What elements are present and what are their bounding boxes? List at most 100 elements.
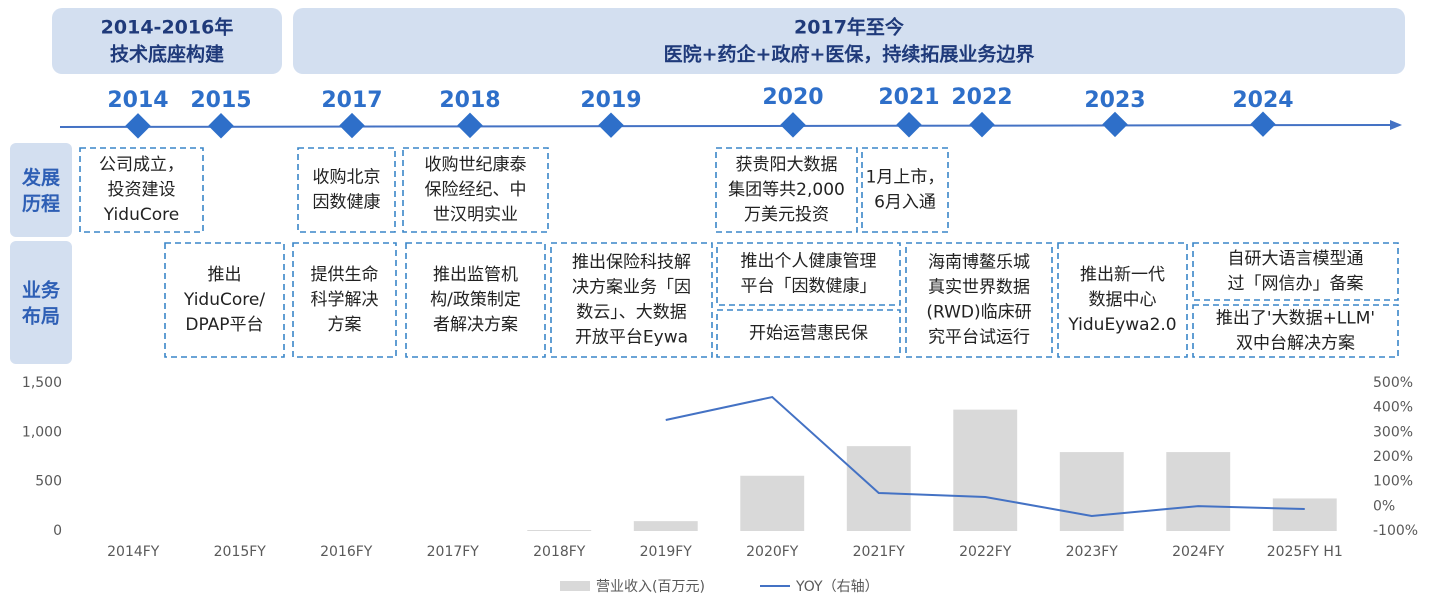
event-text: 提供生命 [311, 265, 379, 285]
y-tick-label: 0 [53, 523, 62, 539]
event-text: 获贵阳大数据 [736, 155, 838, 175]
bar [527, 530, 592, 531]
y2-tick-label: 0% [1373, 498, 1395, 514]
event-text: 推出监管机 [433, 265, 518, 285]
event-text: 科学解决 [311, 290, 379, 310]
row-label: 业务布局 [22, 278, 61, 327]
event-text: YiduCore [103, 205, 179, 225]
event-text: 投资建设 [108, 180, 176, 200]
event-box [297, 147, 396, 233]
year-label: 2024 [1232, 88, 1293, 113]
event-text: 究平台试运行 [928, 328, 1030, 348]
event-text: 真实世界数据 [928, 278, 1030, 298]
year-label: 2023 [1084, 88, 1145, 113]
legend-swatch [560, 581, 590, 591]
event-text: (RWD)临床研 [926, 303, 1031, 323]
event-text: 1月上市， [866, 168, 945, 188]
event-text: 开始运营惠民保 [749, 324, 868, 344]
event-text: 开放平台Eywa [575, 328, 688, 348]
year-diamond [1250, 111, 1276, 137]
timeline [59, 124, 1393, 128]
phase-box [293, 8, 1405, 74]
event-text: 世汉明实业 [433, 205, 518, 225]
year-diamond [208, 113, 234, 139]
bar [1272, 498, 1337, 531]
y2-tick-label: 100% [1373, 474, 1413, 490]
row-label: 发展历程 [21, 166, 60, 215]
event-text: 推出 [208, 265, 242, 285]
event-text: 6月入通 [874, 193, 936, 213]
event-text: 因数健康 [313, 193, 381, 213]
event-text: YiduEywa2.0 [1067, 315, 1176, 335]
event-box [405, 242, 546, 358]
x-tick-label: 2022FY [959, 544, 1012, 560]
event-text: 收购世纪康泰 [425, 155, 527, 175]
x-tick-label: 2016FY [320, 544, 373, 560]
legend-label: YOY（右轴） [795, 579, 879, 595]
event-text: 万美元投资 [744, 205, 829, 225]
event-text: 推出保险科技解 [572, 253, 691, 273]
event-text: 海南博鳌乐城 [928, 253, 1030, 273]
year-diamond [780, 112, 806, 138]
phase-box [52, 8, 282, 74]
event-box [716, 309, 901, 358]
year-label: 2014 [107, 88, 168, 113]
event-text: 数云」、大数据 [576, 303, 687, 323]
event-text: 方案 [328, 315, 362, 335]
year-diamond [969, 111, 995, 138]
year-label: 2017 [321, 88, 382, 113]
x-tick-label: 2025FY H1 [1267, 544, 1343, 560]
phase-title: 2017年至今 [794, 16, 904, 39]
y2-tick-label: 500% [1373, 375, 1413, 391]
event-text: 过「网信办」备案 [1228, 274, 1364, 294]
event-text: 自研大语言模型通 [1228, 249, 1364, 269]
year-label: 2019 [580, 88, 641, 113]
phase-title: 2014-2016年 [101, 16, 234, 39]
event-text: YiduCore/ [183, 290, 265, 310]
bar [1059, 452, 1124, 531]
event-box [79, 147, 204, 233]
event-text: 集团等共2,000 [728, 180, 845, 200]
year-diamond [125, 113, 151, 139]
year-label: 2022 [951, 85, 1012, 110]
x-tick-label: 2018FY [533, 544, 586, 560]
event-text: 推出新一代 [1080, 265, 1165, 285]
event-text: 构/政策制定 [430, 290, 521, 310]
y2-tick-label: 200% [1373, 449, 1413, 465]
bar [1166, 452, 1231, 531]
event-box [292, 242, 397, 358]
bar [633, 521, 698, 531]
event-box [861, 147, 949, 233]
event-text: 推出个人健康管理 [741, 252, 877, 272]
line [665, 395, 1305, 517]
legend-label: 营业收入(百万元) [596, 579, 705, 595]
event-box [905, 242, 1053, 358]
year-label: 2018 [439, 88, 500, 113]
phase-subtitle: 技术底座构建 [110, 43, 224, 66]
event-text: 决方案业务「因 [572, 278, 691, 298]
year-diamond [896, 111, 922, 138]
y-tick-label: 500 [35, 474, 62, 490]
year-diamond [1102, 111, 1128, 138]
x-tick-label: 2015FY [214, 544, 267, 560]
event-text: 平台「因数健康」 [741, 277, 877, 297]
y2-tick-label: 300% [1373, 424, 1413, 440]
row-label-box [10, 143, 72, 237]
y2-tick-label: -100% [1373, 523, 1418, 539]
bar [740, 475, 805, 531]
event-box [1057, 242, 1188, 358]
event-text: 双中台解决方案 [1236, 334, 1355, 354]
x-tick-label: 2023FY [1066, 544, 1119, 560]
year-label: 2015 [190, 88, 251, 113]
x-tick-label: 2020FY [746, 544, 799, 560]
y-tick-label: 1,000 [22, 424, 62, 440]
event-text: 者解决方案 [433, 315, 518, 335]
event-box [402, 147, 549, 233]
event-box [716, 242, 901, 306]
event-box [164, 242, 285, 358]
row-label-box [10, 241, 72, 364]
y2-tick-label: 400% [1373, 400, 1413, 416]
bar [846, 446, 911, 531]
phase-subtitle: 医院+药企+政府+医保，持续拓展业务边界 [664, 43, 1035, 66]
